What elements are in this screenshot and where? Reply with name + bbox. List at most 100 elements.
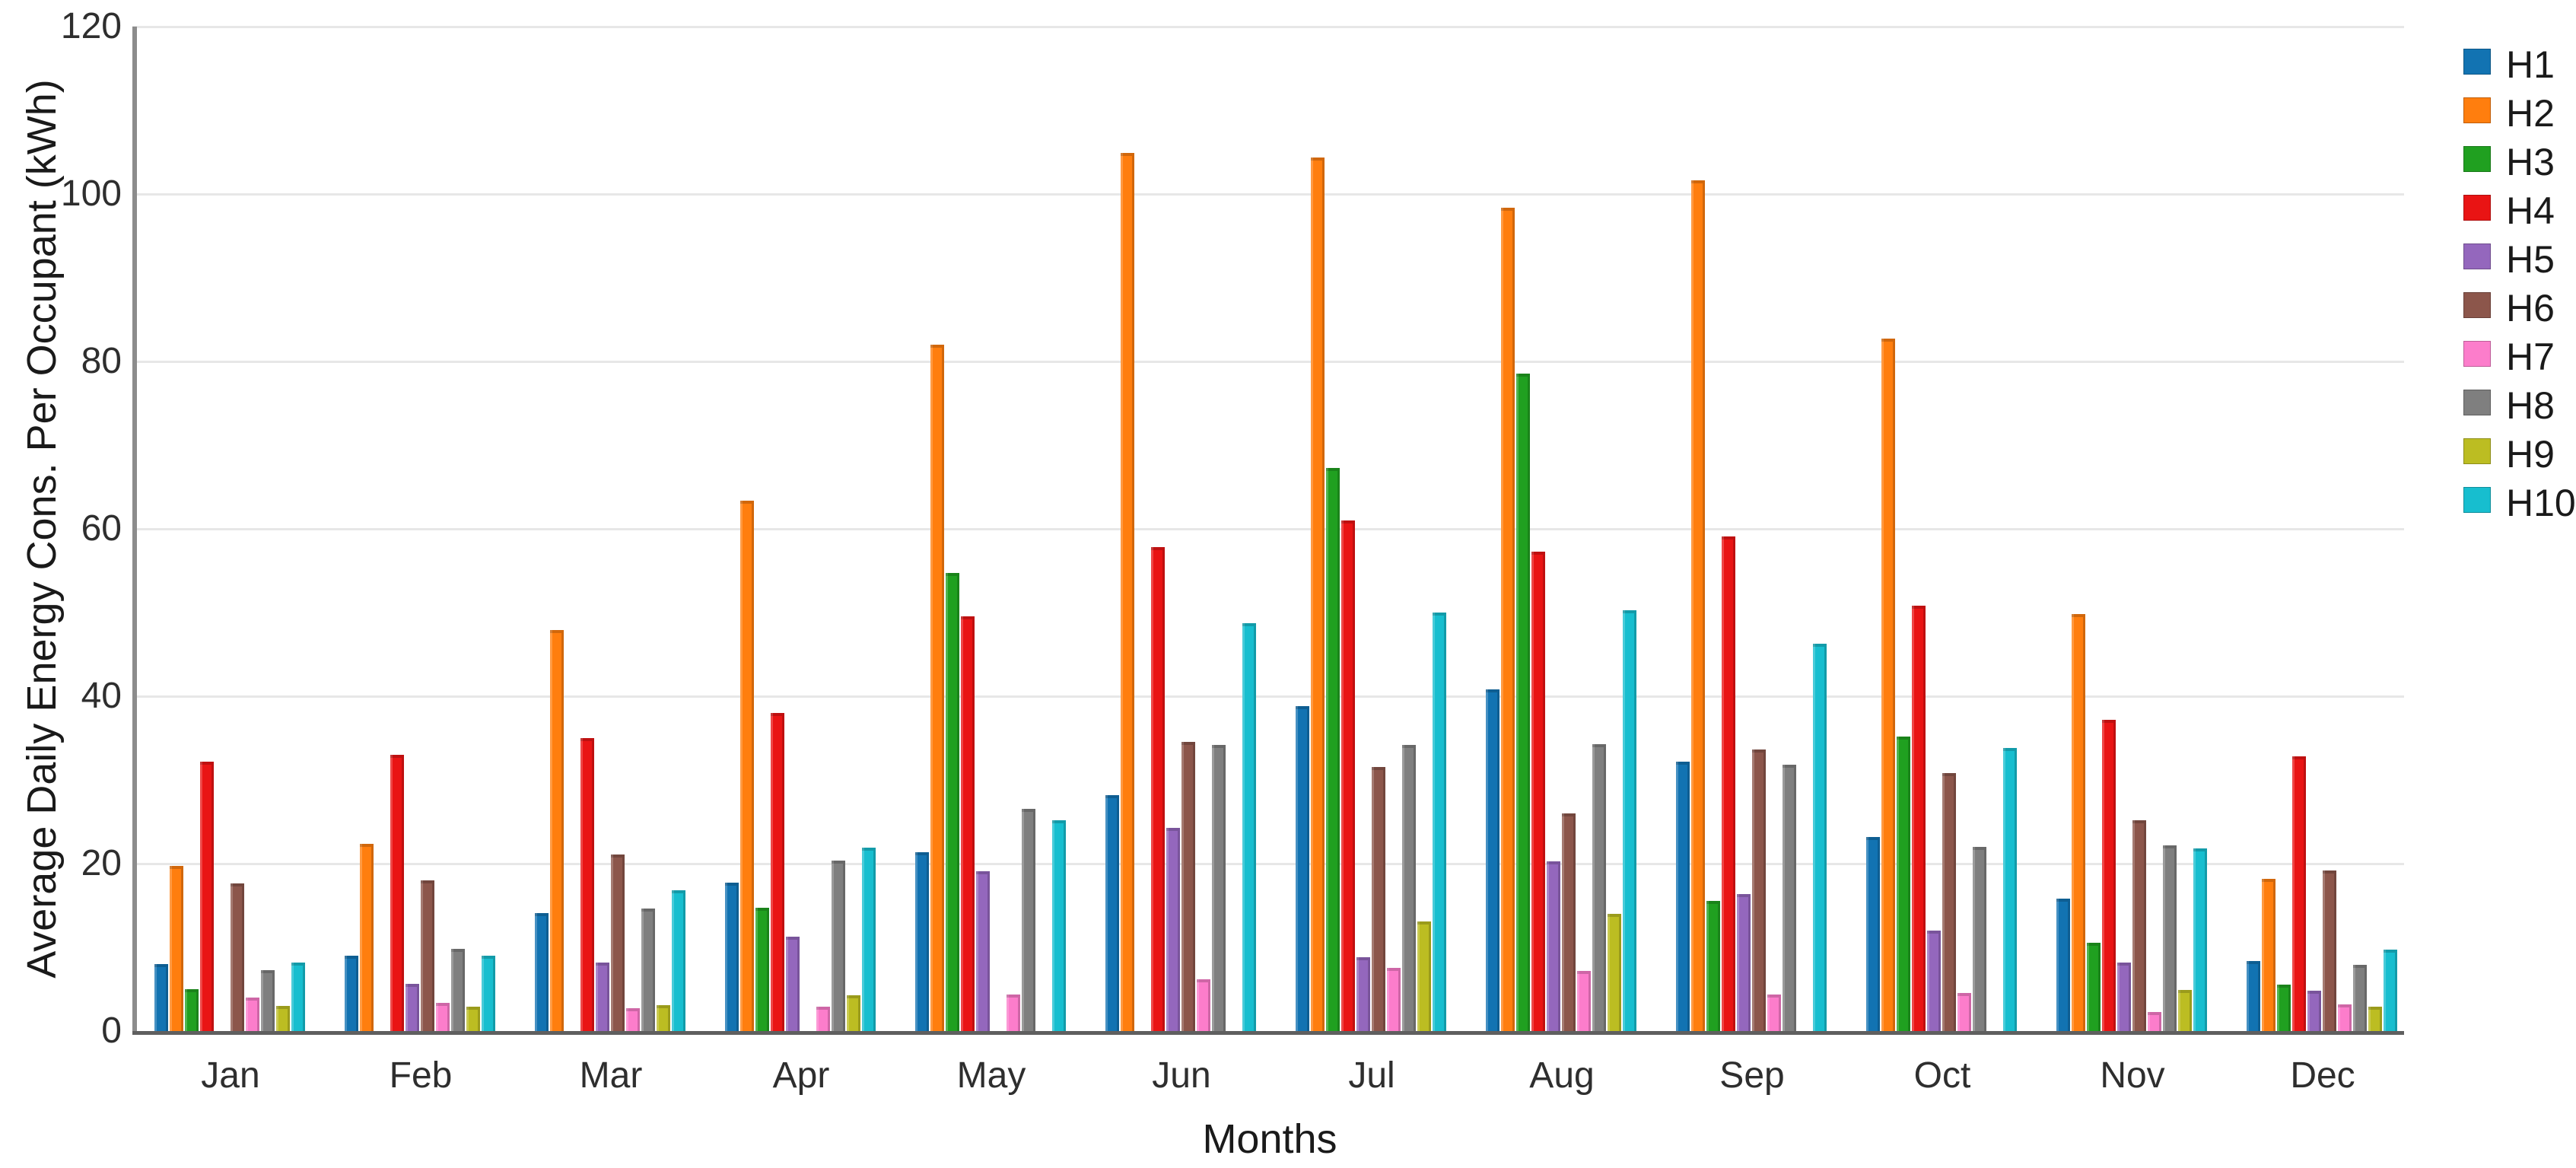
bar-H9-Jan: [276, 1006, 290, 1031]
bar-H4-Mar: [580, 738, 594, 1031]
bar-H9-Apr: [847, 995, 860, 1031]
bar-H8-Jul: [1402, 745, 1416, 1031]
bar-H4-Apr: [771, 713, 784, 1031]
bar-H3-Dec: [2277, 985, 2291, 1031]
bar-H5-May: [976, 871, 990, 1031]
x-tick-label-Feb: Feb: [389, 1055, 453, 1096]
legend-swatch-H3: [2463, 146, 2491, 172]
bar-H4-Dec: [2292, 756, 2306, 1031]
bar-H10-Aug: [1623, 610, 1636, 1031]
bar-H2-Jul: [1311, 158, 1325, 1031]
gridline-40: [132, 695, 2404, 698]
legend-swatch-H5: [2463, 243, 2491, 269]
bar-H5-Nov: [2117, 963, 2131, 1031]
legend-swatch-H2: [2463, 97, 2491, 123]
bar-H5-Dec: [2307, 991, 2321, 1031]
bar-H8-Aug: [1592, 744, 1606, 1031]
bar-H2-Dec: [2262, 879, 2275, 1031]
bar-H10-Sep: [1813, 644, 1827, 1031]
bar-H9-Jul: [1417, 921, 1431, 1031]
bar-H1-Nov: [2056, 899, 2070, 1031]
bar-H8-Dec: [2353, 965, 2367, 1031]
bar-H5-Apr: [786, 937, 800, 1031]
bar-H1-Feb: [345, 956, 358, 1031]
bar-H10-Dec: [2384, 950, 2397, 1031]
bar-H6-Jul: [1372, 767, 1385, 1031]
bar-H6-Dec: [2323, 870, 2336, 1031]
bar-H7-Oct: [1957, 993, 1971, 1031]
bar-H1-Sep: [1676, 762, 1690, 1031]
legend-label-H8: H8: [2506, 384, 2555, 427]
bar-H7-Jan: [246, 998, 259, 1031]
bar-H4-Nov: [2102, 720, 2116, 1031]
bar-H5-Feb: [405, 984, 419, 1031]
bar-H2-Jun: [1121, 153, 1134, 1031]
bar-H4-Jun: [1151, 547, 1165, 1031]
bar-H7-Dec: [2338, 1004, 2352, 1031]
bar-H9-Feb: [466, 1007, 480, 1031]
bar-H6-Aug: [1562, 813, 1576, 1031]
legend-swatch-H9: [2463, 438, 2491, 464]
legend-swatch-H8: [2463, 390, 2491, 415]
bar-H1-Dec: [2247, 961, 2260, 1031]
y-tick-label-20: 20: [81, 843, 122, 883]
bar-H7-Sep: [1767, 995, 1781, 1031]
bar-H7-Feb: [436, 1003, 450, 1031]
bar-H3-Apr: [755, 908, 769, 1031]
bar-H7-May: [1007, 995, 1020, 1031]
bar-H8-Feb: [451, 949, 465, 1031]
bar-H1-Aug: [1486, 689, 1499, 1031]
x-tick-label-Mar: Mar: [579, 1055, 643, 1096]
bar-H1-Mar: [535, 913, 549, 1031]
y-tick-label-120: 120: [60, 6, 122, 46]
bar-H2-Sep: [1691, 180, 1705, 1031]
bar-H3-Sep: [1706, 901, 1720, 1031]
legend-swatch-H6: [2463, 292, 2491, 318]
bar-H3-Aug: [1516, 374, 1530, 1031]
bar-H9-Nov: [2178, 990, 2192, 1031]
bar-H6-Jun: [1181, 742, 1195, 1031]
bar-H6-Feb: [421, 880, 434, 1031]
legend-label-H2: H2: [2506, 92, 2555, 135]
bar-H8-Jan: [261, 970, 275, 1031]
bar-H7-Aug: [1577, 971, 1591, 1031]
x-axis-title: Months: [1202, 1116, 1337, 1162]
bar-H4-Oct: [1912, 606, 1926, 1031]
gridline-100: [132, 193, 2404, 196]
bar-H10-Jan: [291, 963, 305, 1031]
y-axis-line: [132, 27, 137, 1034]
bar-H5-Jul: [1356, 957, 1370, 1031]
gridline-20: [132, 863, 2404, 865]
bar-H9-Dec: [2368, 1007, 2382, 1031]
bar-H1-Oct: [1866, 837, 1880, 1031]
bar-H10-Mar: [672, 890, 685, 1031]
bar-H5-Mar: [596, 963, 609, 1031]
bar-H5-Oct: [1927, 931, 1941, 1031]
bar-H8-Mar: [641, 909, 655, 1031]
bar-H10-Feb: [482, 956, 495, 1031]
bar-H2-Oct: [1881, 339, 1895, 1031]
bar-H4-Jul: [1341, 520, 1355, 1031]
bar-H2-Feb: [360, 844, 374, 1031]
bar-H9-Mar: [657, 1005, 670, 1031]
gridline-60: [132, 528, 2404, 530]
bar-H8-Sep: [1783, 765, 1796, 1031]
legend-label-H9: H9: [2506, 433, 2555, 476]
bar-H6-Jan: [231, 883, 244, 1031]
legend-swatch-H1: [2463, 49, 2491, 75]
legend-label-H7: H7: [2506, 336, 2555, 378]
x-tick-label-Oct: Oct: [1913, 1055, 1971, 1096]
gridline-120: [132, 26, 2404, 28]
bar-H2-May: [930, 345, 944, 1031]
bar-H10-Jul: [1433, 613, 1446, 1031]
x-tick-label-Nov: Nov: [2100, 1055, 2165, 1096]
bar-H3-May: [946, 573, 959, 1031]
x-tick-label-Jun: Jun: [1152, 1055, 1211, 1096]
legend-label-H6: H6: [2506, 287, 2555, 329]
bar-H6-Nov: [2132, 820, 2146, 1031]
bar-H4-Jan: [200, 762, 214, 1031]
bar-H6-Sep: [1752, 749, 1766, 1031]
bar-H3-Jul: [1326, 468, 1340, 1031]
bar-H6-Mar: [611, 855, 625, 1031]
